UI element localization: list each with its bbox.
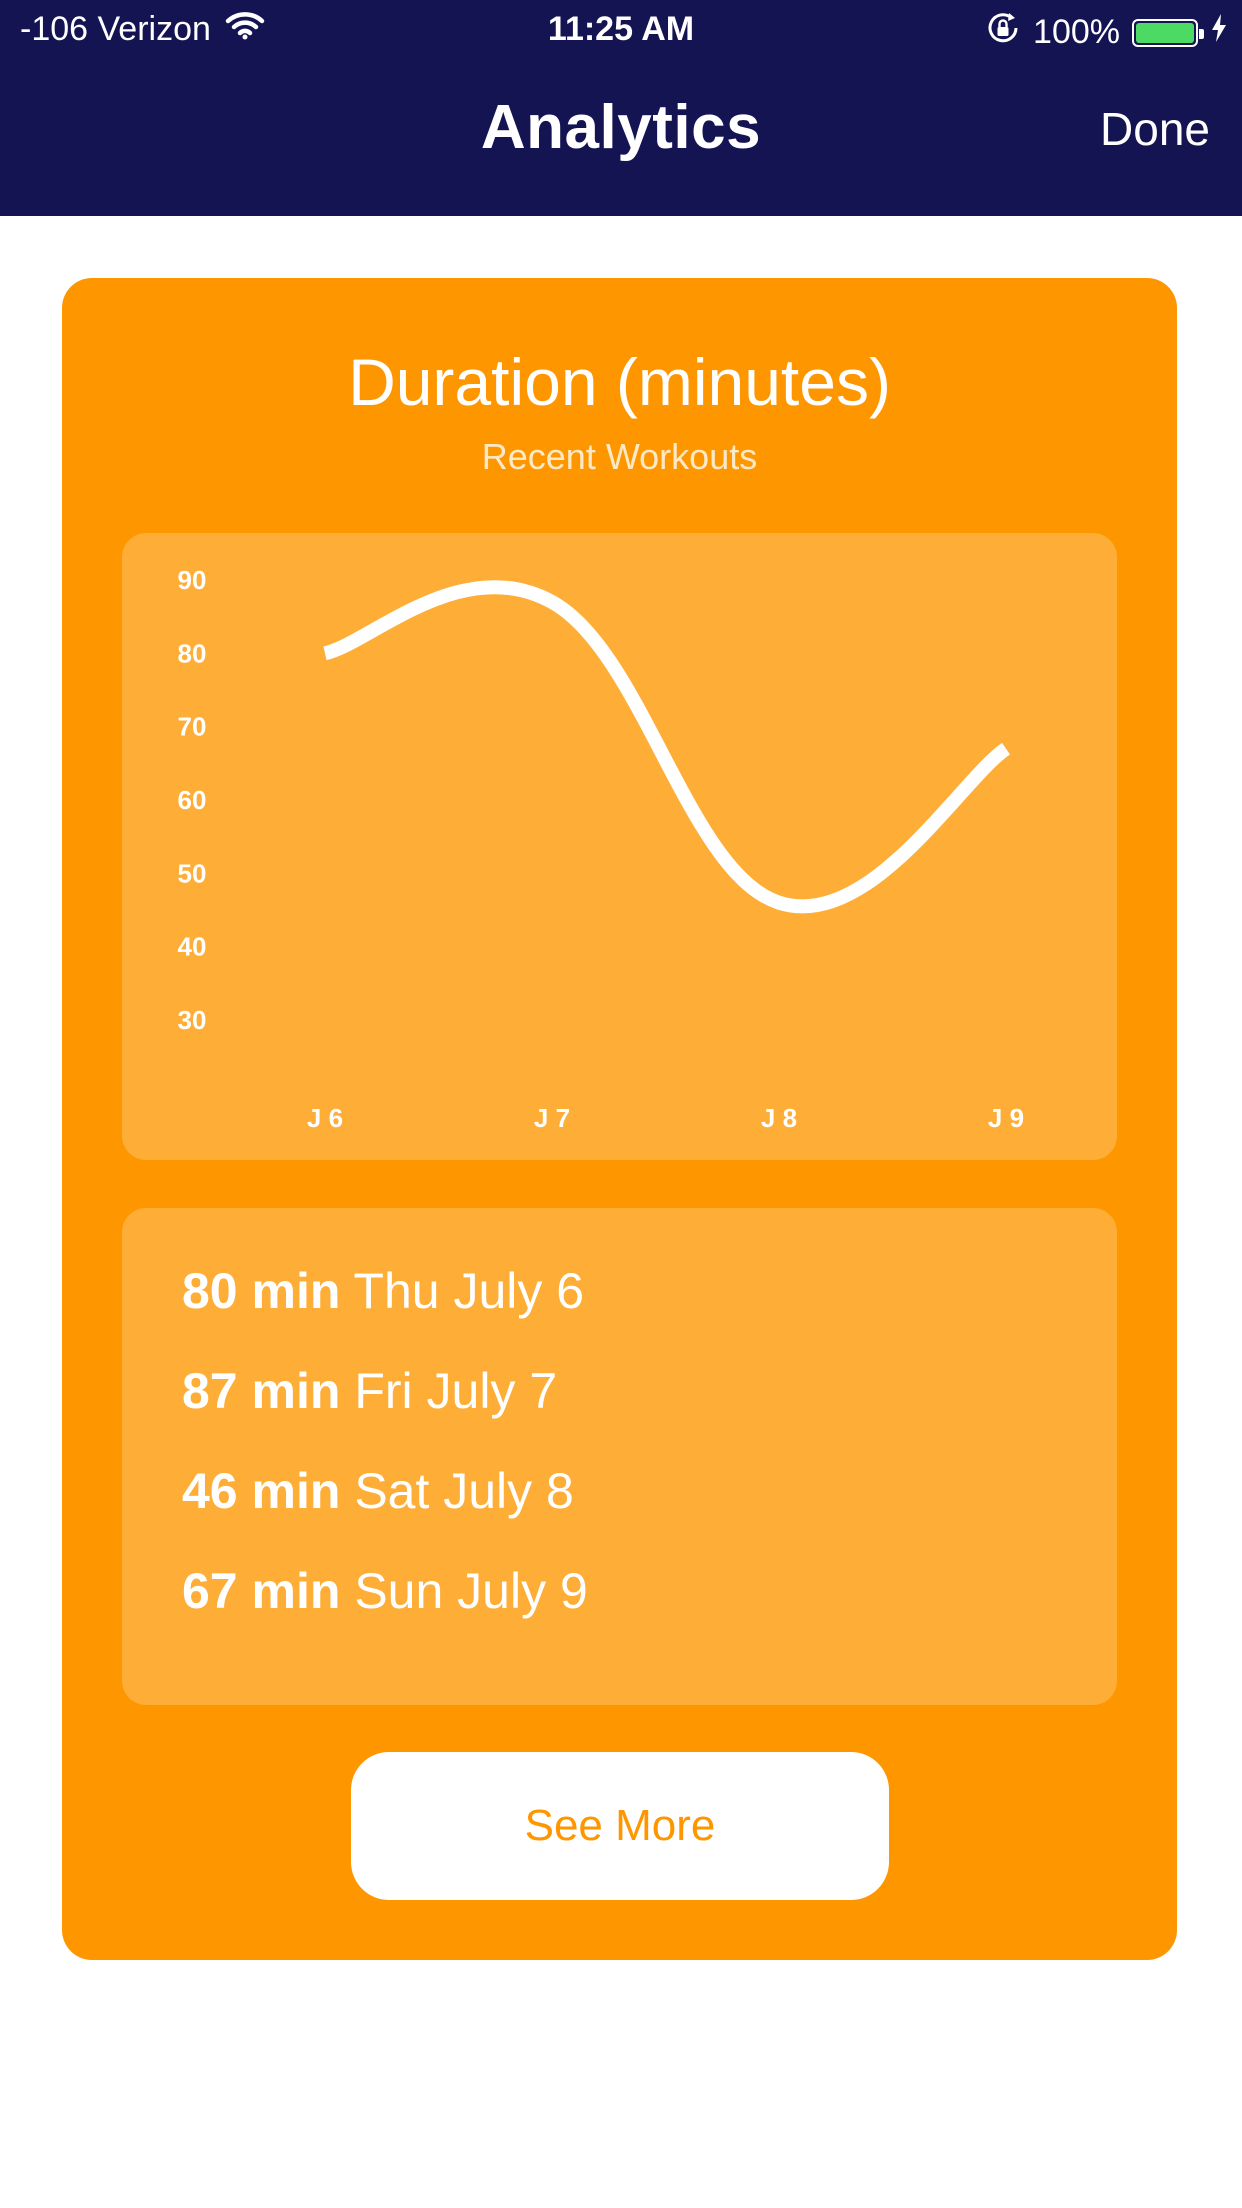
list-item: 67 min Sun July 9 (182, 1562, 588, 1620)
y-tick-label: 60 (178, 785, 207, 815)
y-tick-label: 80 (178, 638, 207, 668)
workout-date: Fri July 7 (354, 1363, 558, 1419)
battery-percent: 100% (1033, 13, 1120, 51)
list-item: 46 min Sat July 8 (182, 1462, 574, 1520)
charging-bolt-icon (1210, 13, 1228, 52)
workout-date: Sat July 8 (354, 1463, 574, 1519)
y-tick-label: 40 (178, 932, 207, 962)
status-bar: -106 Verizon 11:25 AM 100% (0, 0, 1242, 62)
chart-svg: 90 80 70 60 50 40 30 J 6 J 7 J 8 J 9 (178, 565, 1025, 1133)
workout-list: 80 min Thu July 6 87 min Fri July 7 46 m… (122, 1208, 1117, 1705)
wifi-icon (225, 10, 265, 49)
list-item: 87 min Fri July 7 (182, 1362, 557, 1420)
workout-duration: 46 min (182, 1463, 341, 1519)
x-tick-label: J 6 (307, 1103, 343, 1133)
x-tick-label: J 9 (988, 1103, 1024, 1133)
x-tick-label: J 7 (534, 1103, 570, 1133)
x-tick-label: J 8 (761, 1103, 797, 1133)
see-more-button[interactable]: See More (351, 1752, 889, 1900)
series-line (323, 580, 1011, 914)
line-chart: 90 80 70 60 50 40 30 J 6 J 7 J 8 J 9 (122, 533, 1117, 1160)
list-item: 80 min Thu July 6 (182, 1262, 584, 1320)
workout-date: Thu July 6 (353, 1263, 585, 1319)
rotation-lock-icon (985, 10, 1021, 55)
workout-duration: 67 min (182, 1563, 341, 1619)
y-tick-label: 70 (178, 712, 207, 742)
workout-duration: 87 min (182, 1363, 341, 1419)
carrier-label: -106 Verizon (20, 10, 211, 48)
y-tick-label: 90 (178, 565, 207, 595)
analytics-card: Duration (minutes) Recent Workouts 90 80 7… (62, 278, 1177, 1960)
battery-level-fill (1136, 22, 1194, 43)
chart-subtitle: Recent Workouts (481, 436, 758, 477)
page-title: Analytics (480, 93, 762, 162)
y-tick-label: 30 (178, 1005, 207, 1035)
y-tick-label: 50 (178, 858, 207, 888)
done-button[interactable]: Done (1100, 103, 1210, 155)
clock: 11:25 AM (547, 10, 695, 48)
chart-title: Duration (minutes) (348, 345, 891, 419)
top-bar: -106 Verizon 11:25 AM 100% (0, 0, 1242, 216)
workout-date: Sun July 9 (354, 1563, 588, 1619)
battery-icon (1132, 18, 1204, 47)
workout-duration: 80 min (182, 1263, 341, 1319)
